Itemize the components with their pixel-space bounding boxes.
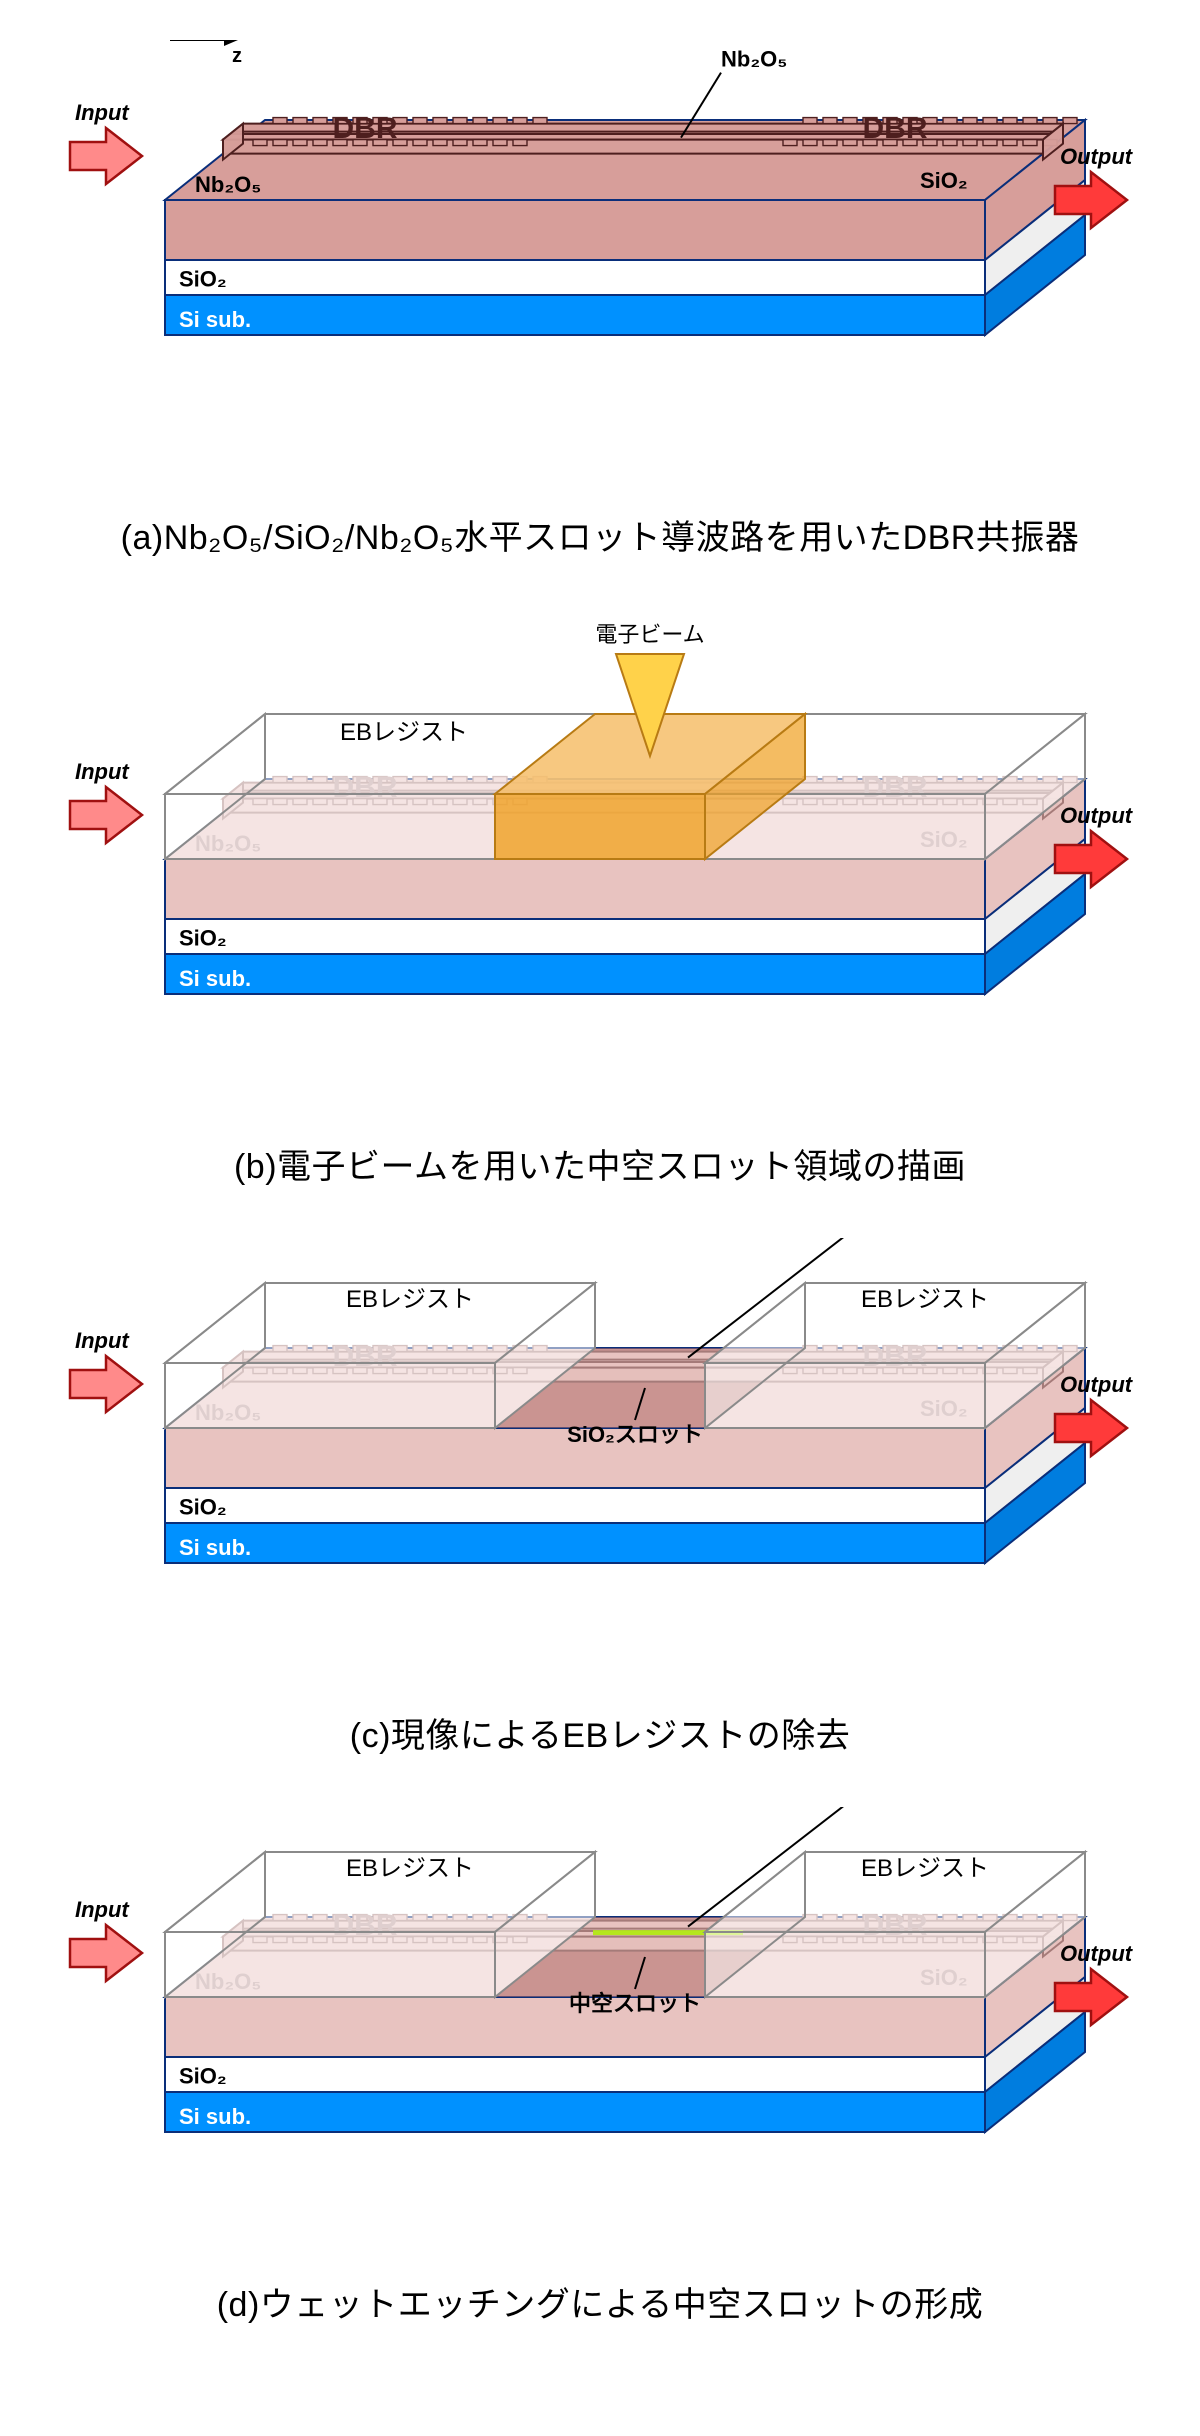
output-arrow-label: Output bbox=[1060, 1941, 1134, 1966]
output-arrow-label: Output bbox=[1060, 144, 1134, 169]
output-arrow-label: Output bbox=[1060, 803, 1134, 828]
label-si-sub: Si sub. bbox=[179, 2104, 251, 2129]
label-sio2-layer: SiO₂ bbox=[179, 266, 227, 291]
label-si-sub: Si sub. bbox=[179, 966, 251, 991]
panel-c: SiO₂Si sub.DBRDBRNb₂O₅SiO₂InputOutputEBレ… bbox=[50, 1238, 1150, 1757]
output-arrow-label: Output bbox=[1060, 1372, 1134, 1397]
label-ebresist: EBレジスト bbox=[346, 1855, 474, 1882]
caption-a: (a)Nb₂O₅/SiO₂/Nb₂O₅水平スロット導波路を用いたDBR共振器 bbox=[50, 510, 1150, 559]
panel-b: SiO₂Si sub.DBRDBRNb₂O₅SiO₂InputOutputEBレ… bbox=[50, 609, 1150, 1188]
caption-b: (b)電子ビームを用いた中空スロット領域の描画 bbox=[50, 1139, 1150, 1188]
diagram-b: SiO₂Si sub.DBRDBRNb₂O₅SiO₂InputOutputEBレ… bbox=[50, 609, 1150, 1119]
input-arrow bbox=[70, 1925, 142, 1981]
label-sio2-slab: SiO₂ bbox=[920, 168, 968, 193]
input-arrow bbox=[70, 128, 142, 184]
label-si-sub: Si sub. bbox=[179, 1535, 251, 1560]
label-dbr-left: DBR bbox=[333, 112, 398, 145]
input-arrow-label: Input bbox=[75, 1897, 130, 1922]
caption-c: (c)現像によるEBレジストの除去 bbox=[50, 1708, 1150, 1757]
label-nb2o5-slab: Nb₂O₅ bbox=[195, 172, 261, 197]
label-dbr-right: DBR bbox=[863, 112, 928, 145]
diagram-d: SiO₂Si sub.DBRDBRNb₂O₅SiO₂InputOutputEBレ… bbox=[50, 1807, 1150, 2257]
label-sio2-layer: SiO₂ bbox=[179, 2063, 227, 2088]
label-ebresist-b: EBレジスト bbox=[340, 719, 468, 746]
label-sio2-layer: SiO₂ bbox=[179, 925, 227, 950]
panel-a: SiO₂ Si sub. DBR DBR Nb₂O₅ SiO₂ Input Output Nb₂… bbox=[50, 40, 1150, 559]
diagram-a: SiO₂ Si sub. DBR DBR Nb₂O₅ SiO₂ Input Output Nb₂… bbox=[50, 40, 1150, 490]
diagram-c: SiO₂Si sub.DBRDBRNb₂O₅SiO₂InputOutputEBレ… bbox=[50, 1238, 1150, 1688]
label-slot-d: 中空スロット bbox=[569, 1991, 701, 2016]
label-ebresist: EBレジスト bbox=[861, 1286, 989, 1313]
label-si-sub: Si sub. bbox=[179, 307, 251, 332]
eb-exposed-front bbox=[495, 794, 705, 859]
input-arrow-label: Input bbox=[75, 100, 130, 125]
callout-nb2o5: Nb₂O₅ bbox=[721, 47, 787, 72]
label-sio2-layer: SiO₂ bbox=[179, 1494, 227, 1519]
label-slot-c: SiO₂スロット bbox=[567, 1422, 703, 1447]
input-arrow-label: Input bbox=[75, 759, 130, 784]
input-arrow-label: Input bbox=[75, 1328, 130, 1353]
input-arrow bbox=[70, 1356, 142, 1412]
panel-d: SiO₂Si sub.DBRDBRNb₂O₅SiO₂InputOutputEBレ… bbox=[50, 1807, 1150, 2326]
label-ebresist: EBレジスト bbox=[346, 1286, 474, 1313]
label-ebresist: EBレジスト bbox=[861, 1855, 989, 1882]
axis-z-label: z bbox=[232, 45, 242, 67]
input-arrow bbox=[70, 787, 142, 843]
label-ebeam: 電子ビーム bbox=[595, 622, 704, 647]
caption-d: (d)ウェットエッチングによる中空スロットの形成 bbox=[50, 2277, 1150, 2326]
